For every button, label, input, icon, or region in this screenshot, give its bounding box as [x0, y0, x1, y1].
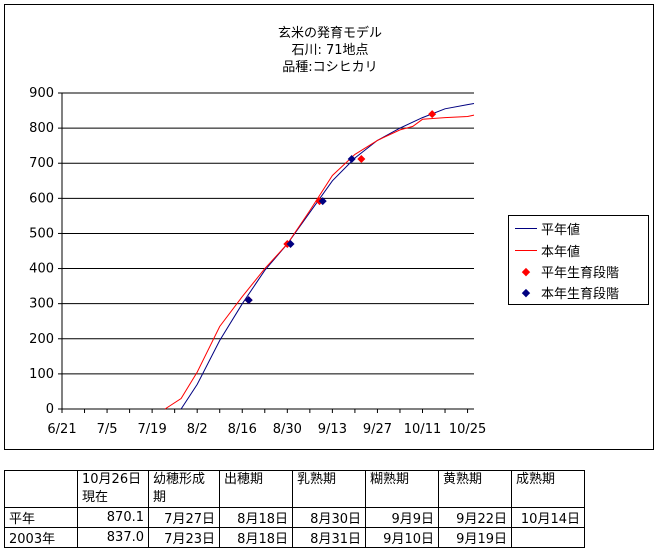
table-cell: 9月9日: [365, 507, 439, 528]
legend-label: 本年生育段階: [541, 286, 620, 302]
y-tick-label: 700: [29, 156, 54, 171]
x-tick-label: 6/21: [47, 422, 76, 437]
legend-item-current-stage: ◆ 本年生育段階: [515, 282, 619, 302]
current-stage-marker: [347, 155, 356, 164]
y-tick-label: 200: [29, 332, 54, 347]
table-cell: 837.0: [77, 527, 149, 548]
x-tick-label: 10/25: [449, 422, 486, 437]
x-tick-label: 8/2: [187, 422, 208, 437]
chart-area: 玄米の発育モデル 石川: 71地点 品種:コシヒカリ 0 100 200 300 400…: [4, 4, 654, 450]
y-tick-label: 600: [29, 191, 54, 206]
table-cell: 10月14日: [511, 507, 585, 528]
chart-legend: 平年値 本年値 ◆ 平年生育段階 ◆ 本年生育段階: [508, 215, 649, 305]
normal-stage-marker: [357, 155, 366, 164]
table-header-cell: [4, 470, 78, 508]
x-tick-label: 8/30: [273, 422, 302, 437]
x-tick-label: 8/16: [228, 422, 257, 437]
legend-label: 平年値: [541, 222, 581, 238]
legend-item-normal-line: 平年値: [515, 218, 580, 238]
y-tick-label: 800: [29, 121, 54, 136]
table-header-cell: 成熟期: [511, 470, 585, 508]
table-cell: 8月18日: [219, 507, 293, 528]
x-tick-label: 7/19: [138, 422, 167, 437]
chart-title-line-1: 玄米の発育モデル: [277, 26, 382, 41]
table-header-cell: 幼穂形成期: [148, 470, 220, 508]
table-cell: 7月27日: [148, 507, 220, 528]
y-tick-label: 100: [29, 367, 54, 382]
x-tick-label: 7/5: [97, 422, 118, 437]
y-tick-label: 300: [29, 297, 54, 312]
table-header-cell: 黄熟期: [438, 470, 512, 508]
table-cell: 8月30日: [292, 507, 366, 528]
table-header-row: 10月26日現在 幼穂形成期 出穂期 乳熟期 糊熟期 黄熟期 成熟期: [4, 470, 585, 508]
table-row: 平年 870.1 7月27日 8月18日 8月30日 9月9日 9月22日 10…: [4, 507, 585, 528]
legend-item-current-line: 本年値: [515, 240, 580, 260]
x-tick-label: 9/27: [363, 422, 392, 437]
table-header-cell: 乳熟期: [292, 470, 366, 508]
table-header-cell: 糊熟期: [365, 470, 439, 508]
table-cell: 9月19日: [438, 527, 512, 548]
chart-title-line-2: 石川: 71地点: [291, 43, 369, 58]
legend-item-normal-stage: ◆ 平年生育段階: [515, 261, 619, 281]
table-cell: 9月22日: [438, 507, 512, 528]
legend-label: 平年生育段階: [541, 265, 620, 281]
legend-label: 本年値: [541, 244, 581, 260]
y-tick-label: 400: [29, 262, 54, 277]
table-cell: 8月31日: [292, 527, 366, 548]
current-stage-marker: [244, 296, 253, 305]
table-row-label: 2003年: [4, 527, 78, 548]
legend-swatch: [515, 249, 537, 251]
x-tick-label: 9/13: [318, 422, 347, 437]
table-row-label: 平年: [4, 507, 78, 528]
current-year-line: [164, 114, 475, 410]
stage-table: 10月26日現在 幼穂形成期 出穂期 乳熟期 糊熟期 黄熟期 成熟期 平年 87…: [4, 470, 585, 548]
chart-svg: 0 100 200 300 400 500 600 700 800 900 6/21 7/5 7/19 8…: [29, 86, 486, 437]
current-stage-marker: [318, 197, 327, 206]
normal-year-line: [180, 103, 475, 410]
x-tick-label: 10/11: [404, 422, 441, 437]
chart-title-line-3: 品種:コシヒカリ: [282, 60, 378, 75]
table-cell: 8月18日: [219, 527, 293, 548]
legend-swatch: [515, 227, 537, 229]
table-cell: 870.1: [77, 507, 149, 528]
diamond-icon: ◆: [521, 285, 531, 299]
table-cell: 7月23日: [148, 527, 220, 548]
table-header-cell: 10月26日現在: [77, 470, 149, 508]
table-header-cell: 出穂期: [219, 470, 293, 508]
y-tick-label: 500: [29, 226, 54, 241]
table-cell: [511, 527, 585, 548]
table-row: 2003年 837.0 7月23日 8月18日 8月31日 9月10日 9月19…: [4, 527, 585, 548]
current-stage-marker: [286, 239, 295, 248]
y-tick-label: 0: [46, 402, 54, 417]
diamond-icon: ◆: [521, 264, 531, 278]
normal-stage-marker: [428, 110, 437, 119]
y-tick-label: 900: [29, 86, 54, 101]
table-cell: 9月10日: [365, 527, 439, 548]
